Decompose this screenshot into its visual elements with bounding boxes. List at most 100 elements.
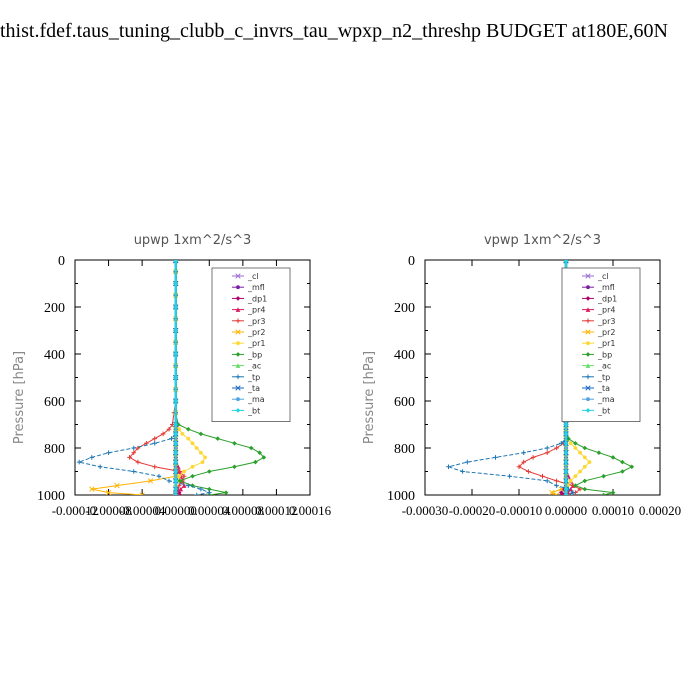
data-point bbox=[465, 459, 470, 465]
legend-marker bbox=[235, 385, 241, 391]
data-point bbox=[554, 483, 559, 488]
data-point bbox=[177, 469, 183, 474]
legend-marker bbox=[235, 329, 241, 335]
data-point bbox=[563, 441, 569, 446]
legend-marker bbox=[585, 273, 591, 279]
chart-title: upwp 1xm^2/s^3 bbox=[134, 233, 252, 248]
data-point bbox=[568, 479, 573, 483]
x-tick-label: 0.00016 bbox=[289, 503, 332, 518]
legend-label: _ta bbox=[247, 384, 260, 393]
legend-label: _pr3 bbox=[247, 317, 265, 326]
data-point bbox=[152, 441, 158, 446]
data-point bbox=[232, 464, 237, 470]
legend-marker bbox=[585, 318, 591, 324]
data-point bbox=[601, 492, 606, 495]
data-point bbox=[582, 486, 588, 492]
page-title: thist.fdef.taus_tuning_clubb_c_invrs_tau… bbox=[0, 20, 668, 42]
legend-label: _tp bbox=[597, 373, 610, 382]
data-point bbox=[563, 450, 569, 455]
y-axis-label: Pressure [hPa] bbox=[362, 351, 377, 444]
data-point bbox=[521, 450, 526, 455]
legend-marker bbox=[235, 307, 241, 312]
data-point bbox=[139, 492, 145, 495]
legend-label: _bp bbox=[247, 350, 262, 359]
legend-label: _cl bbox=[597, 272, 609, 281]
legend-label: _ac bbox=[597, 362, 611, 371]
legend-marker bbox=[585, 363, 591, 368]
data-point bbox=[232, 441, 237, 446]
legend-marker bbox=[235, 273, 241, 279]
data-point bbox=[76, 459, 82, 465]
data-point bbox=[147, 478, 154, 484]
data-point bbox=[582, 464, 587, 469]
x-tick-label: 0.00010 bbox=[592, 503, 634, 518]
y-axis-label: Pressure [hPa] bbox=[12, 351, 27, 444]
data-point bbox=[198, 486, 204, 492]
data-point bbox=[190, 441, 195, 446]
legend-label: _dp1 bbox=[247, 294, 267, 303]
data-point bbox=[89, 455, 95, 460]
data-point bbox=[554, 478, 559, 484]
legend-marker bbox=[236, 397, 240, 402]
y-tick-label: 1000 bbox=[387, 489, 415, 504]
legend-label: _tp bbox=[247, 373, 260, 382]
legend-marker bbox=[235, 408, 241, 413]
data-point bbox=[582, 478, 588, 484]
legend-label: _dp1 bbox=[597, 294, 617, 303]
data-point bbox=[563, 431, 569, 437]
data-point bbox=[540, 473, 545, 479]
y-tick-label: 600 bbox=[394, 395, 415, 410]
data-point bbox=[177, 474, 181, 479]
data-point bbox=[166, 478, 172, 484]
data-point bbox=[173, 328, 179, 333]
data-point bbox=[582, 455, 587, 460]
data-point bbox=[559, 441, 564, 446]
data-point bbox=[160, 431, 166, 437]
y-tick-label: 800 bbox=[44, 442, 65, 457]
x-tick-label: -0.00010 bbox=[496, 503, 543, 518]
data-point bbox=[446, 464, 451, 470]
data-point bbox=[173, 492, 179, 495]
data-point bbox=[253, 459, 258, 465]
data-point bbox=[181, 473, 187, 479]
data-point bbox=[578, 450, 582, 455]
data-point bbox=[563, 478, 569, 484]
legend-label: _bt bbox=[247, 406, 260, 415]
data-point bbox=[114, 482, 120, 489]
data-point bbox=[587, 460, 592, 464]
legend-label: _cl bbox=[247, 272, 259, 281]
data-point bbox=[493, 455, 498, 460]
legend-marker bbox=[586, 341, 590, 346]
legend-marker bbox=[585, 408, 591, 413]
data-point bbox=[194, 492, 199, 495]
data-point bbox=[582, 445, 588, 451]
legend-marker bbox=[585, 352, 591, 357]
data-point bbox=[554, 445, 559, 451]
data-point bbox=[127, 455, 132, 460]
data-point bbox=[180, 432, 185, 436]
data-point bbox=[152, 464, 158, 470]
x-tick-label: -0.00012 bbox=[52, 503, 99, 518]
data-point bbox=[173, 478, 179, 484]
data-point bbox=[223, 490, 229, 495]
data-point bbox=[173, 441, 179, 446]
data-point bbox=[620, 469, 625, 474]
data-point bbox=[173, 260, 179, 264]
y-tick-label: 400 bbox=[44, 348, 65, 363]
data-point bbox=[601, 473, 606, 479]
y-tick-label: 600 bbox=[44, 395, 65, 410]
data-point bbox=[178, 486, 184, 492]
data-point bbox=[198, 450, 203, 455]
data-point bbox=[166, 426, 172, 432]
data-point bbox=[568, 492, 573, 495]
data-point bbox=[261, 455, 267, 460]
legend-label: _pr2 bbox=[597, 328, 615, 337]
data-point bbox=[460, 469, 465, 474]
chart-panel-2: vpwp 1xm^2/s^3 Pressure [hPa] 0 200 400 600 80… bbox=[362, 233, 681, 518]
y-tick-label: 200 bbox=[394, 301, 415, 316]
data-point bbox=[563, 492, 569, 495]
data-point bbox=[206, 469, 212, 474]
x-tick-label: 0.00008 bbox=[222, 503, 264, 518]
data-point bbox=[182, 469, 187, 474]
data-point bbox=[563, 492, 569, 495]
